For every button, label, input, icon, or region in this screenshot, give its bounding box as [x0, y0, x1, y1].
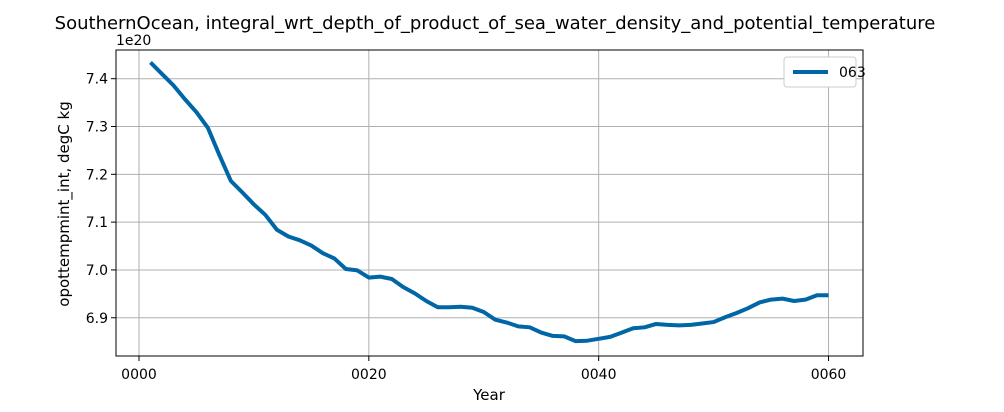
y-tick-label: 7.0	[86, 263, 108, 279]
x-tick-label: 0060	[811, 367, 847, 383]
plot-area-frame	[115, 49, 864, 357]
x-tick-label: 0020	[351, 367, 387, 383]
y-tick-label: 7.1	[86, 215, 108, 231]
grid-lines	[116, 50, 863, 356]
x-tick-label: 0040	[581, 367, 617, 383]
legend: 063	[783, 56, 866, 88]
x-tick-label: 0000	[121, 367, 157, 383]
legend-label-063: 063	[839, 65, 866, 81]
x-axis-label: Year	[472, 386, 506, 404]
y-axis-ticks: 6.9 7.0 7.1 7.2 7.3 7.4	[86, 72, 116, 327]
x-axis-ticks: 0000 0020 0040 0060	[121, 356, 846, 383]
y-tick-label: 6.9	[86, 311, 108, 327]
y-axis-offset-text: 1e20	[116, 33, 151, 49]
y-tick-label: 7.2	[86, 167, 108, 183]
y-axis-label: opottempmint_int, degC kg	[55, 101, 74, 306]
chart-title: SouthernOcean, integral_wrt_depth_of_pro…	[55, 13, 936, 34]
series-line-063	[149, 61, 829, 344]
y-tick-label: 7.3	[86, 120, 108, 136]
y-tick-label: 7.4	[86, 72, 108, 88]
series-layer	[149, 61, 829, 344]
